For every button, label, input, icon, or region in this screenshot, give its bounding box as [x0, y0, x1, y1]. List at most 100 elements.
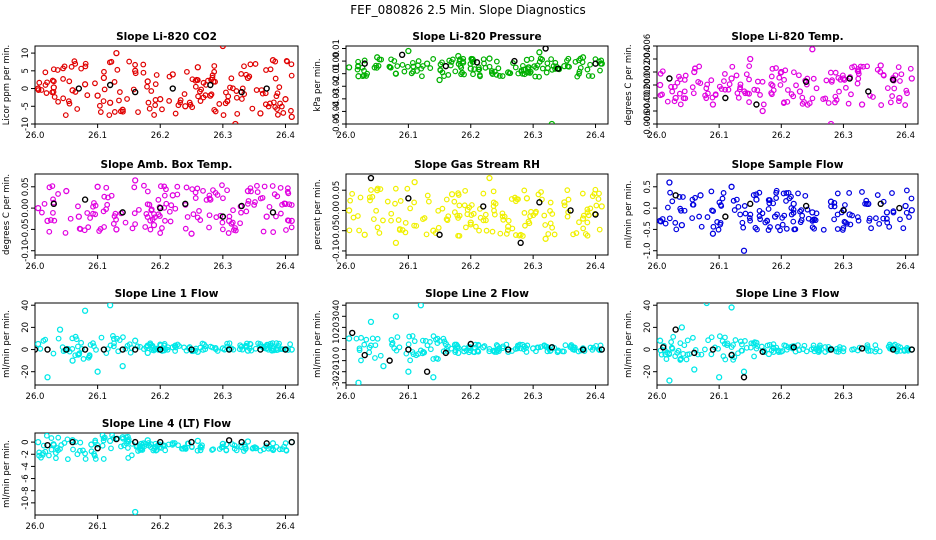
data-point-bg — [667, 189, 673, 196]
data-point — [467, 219, 474, 226]
data-point-bg — [757, 92, 763, 98]
y-tick-label: -0.5 — [643, 221, 653, 238]
data-point-bg — [702, 92, 709, 99]
data-point-bg — [206, 224, 212, 231]
marker-point — [896, 204, 903, 212]
data-point-bg — [832, 69, 839, 76]
data-point-bg — [277, 100, 283, 107]
data-point-bg — [904, 90, 910, 97]
data-point-bg — [443, 216, 450, 223]
data-point-bg — [158, 444, 165, 451]
data-point-bg — [786, 195, 793, 202]
data-point-bg — [273, 213, 279, 220]
marker-point — [709, 346, 717, 353]
data-point-bg — [666, 215, 673, 222]
data-point-bg — [477, 214, 484, 221]
data-point-bg — [803, 348, 810, 355]
marker-point — [269, 209, 277, 216]
y-axis-label: ml/min per min. — [2, 440, 12, 508]
data-point-bg — [811, 225, 818, 232]
plot-frame — [34, 173, 299, 256]
data-point-bg — [248, 188, 254, 195]
marker-point — [94, 444, 101, 452]
data-point-bg — [834, 226, 841, 232]
y-tick-label: -0.10 — [21, 240, 31, 262]
data-point-bg — [708, 334, 715, 341]
data-point — [119, 363, 126, 370]
data-point-bg — [675, 347, 682, 354]
data-point-bg — [129, 225, 136, 232]
data-point — [380, 363, 387, 370]
data-point-bg — [476, 72, 483, 78]
data-point-bg — [750, 192, 757, 198]
data-point — [106, 303, 114, 309]
data-point-bg — [595, 196, 602, 202]
data-point-bg — [668, 339, 675, 345]
data-point-bg — [790, 93, 797, 100]
data-point-bg — [402, 219, 409, 226]
data-point-bg — [719, 195, 726, 202]
data-point-bg — [110, 220, 117, 227]
data-point — [69, 357, 76, 364]
data-point-bg — [596, 190, 602, 197]
data-point-bg — [770, 200, 777, 207]
data-point-bg — [674, 79, 681, 86]
chart-panel-6: Slope Sample Flow ml/min per min. 26.0 26.1… — [624, 159, 919, 272]
y-tick-label: -0.004 — [643, 97, 653, 124]
data-point-bg — [773, 187, 780, 194]
data-point-bg — [259, 90, 266, 97]
data-point-bg — [548, 56, 555, 63]
data-point-bg — [140, 61, 147, 68]
data-point-bg — [739, 219, 746, 226]
plot-frame — [34, 45, 299, 125]
marker-point — [827, 346, 835, 353]
data-point — [119, 434, 126, 441]
marker-point — [442, 62, 450, 70]
data-point-bg — [468, 55, 475, 62]
data-point-bg — [753, 345, 760, 352]
data-point — [436, 76, 443, 84]
data-point-bg — [200, 79, 207, 86]
data-point-bg — [54, 67, 61, 73]
data-point-bg — [257, 343, 263, 350]
data-point — [81, 307, 89, 314]
data-point-bg — [572, 58, 579, 65]
points-group — [35, 303, 295, 381]
data-point-bg — [512, 232, 519, 238]
data-point-bg — [361, 341, 368, 348]
data-point — [827, 120, 835, 124]
data-point-bg — [108, 445, 114, 452]
marker-point — [182, 200, 189, 208]
marker-point — [169, 85, 176, 92]
x-tick-label: 26.3 — [834, 262, 853, 272]
data-point-bg — [239, 85, 246, 92]
data-point — [100, 74, 108, 82]
data-point-bg — [152, 102, 159, 109]
data-point — [840, 75, 847, 82]
data-point-bg — [162, 217, 168, 224]
data-point-bg — [765, 197, 772, 203]
data-point — [709, 230, 717, 237]
data-point-bg — [499, 345, 506, 352]
data-point-bg — [773, 344, 780, 351]
data-point-bg — [704, 81, 711, 88]
data-point-bg — [541, 212, 548, 219]
marker-point — [119, 209, 126, 216]
data-point-bg — [264, 342, 271, 349]
data-point-bg — [839, 72, 846, 79]
x-tick-label: 26.3 — [213, 131, 232, 141]
data-point — [771, 213, 779, 220]
data-point-bg — [183, 184, 190, 191]
data-point-bg — [151, 112, 158, 118]
data-point-bg — [544, 60, 551, 67]
data-point-bg — [38, 209, 45, 216]
data-point-bg — [779, 221, 786, 228]
data-point-bg — [288, 224, 295, 231]
data-point-bg — [851, 63, 858, 70]
data-point-bg — [848, 91, 854, 98]
data-point — [244, 347, 252, 354]
data-point — [902, 202, 909, 210]
data-point-bg — [489, 228, 496, 235]
data-point — [678, 324, 686, 331]
data-point-bg — [737, 84, 744, 91]
